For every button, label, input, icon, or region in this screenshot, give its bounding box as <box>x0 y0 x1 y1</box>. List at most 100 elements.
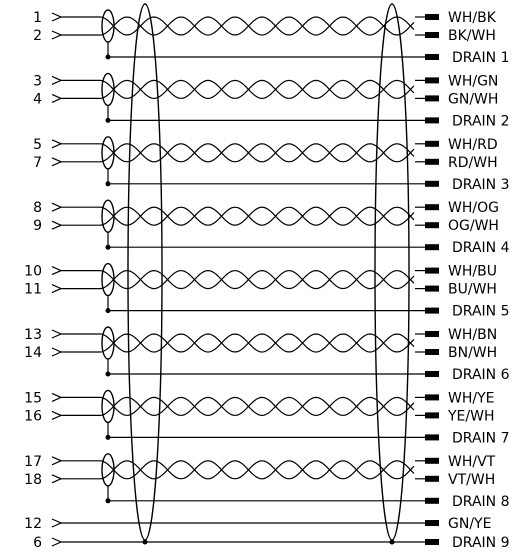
wire-pair: 5 7 WH/RD RD/WH DRAIN 3 <box>33 136 509 193</box>
wire-color-label: WH/OG <box>448 200 499 216</box>
pair-shield-ellipse <box>101 9 115 43</box>
wire-pair: 8 9 WH/OG OG/WH DRAIN 4 <box>33 199 510 256</box>
twisted-wire <box>99 460 415 480</box>
pin-number: 1 <box>33 10 42 26</box>
terminal-block <box>425 497 439 504</box>
pin-number: 15 <box>24 390 42 406</box>
drain-label: DRAIN 2 <box>452 113 509 129</box>
pin-number: 5 <box>33 137 42 153</box>
pin-number: 14 <box>24 345 42 361</box>
twisted-pairs: 1 2 WH/BK BK/WH DRAIN 1 3 4 WH/GN GN/WH DRAIN 2 5 7… <box>24 9 510 510</box>
pin-number: 8 <box>33 200 42 216</box>
connector-chevron-icon <box>51 537 63 547</box>
twisted-wire <box>99 333 415 353</box>
twisted-wire <box>99 79 415 100</box>
pair-shield-ellipse <box>101 72 115 107</box>
twisted-wire <box>99 396 415 417</box>
pair-shield-ellipse <box>101 199 115 233</box>
wire-color-label: OG/WH <box>448 218 499 234</box>
terminal-block <box>425 307 439 314</box>
connector-chevron-icon <box>51 75 63 85</box>
terminal-block <box>425 331 439 337</box>
wire-pair: 10 11 WH/BU BU/WH DRAIN 5 <box>24 262 509 320</box>
wire-color-label: BU/WH <box>448 282 497 298</box>
wire-pair: 17 18 WH/VT VT/WH DRAIN 8 <box>24 453 509 510</box>
shield-drain-dot <box>389 539 395 545</box>
terminal-block <box>425 394 439 401</box>
pin-number: 17 <box>24 454 42 470</box>
pin-number: 9 <box>33 218 42 234</box>
terminal-block <box>425 204 439 211</box>
connector-chevron-icon <box>51 284 63 294</box>
connector-chevron-icon <box>51 93 63 103</box>
connector-chevron-icon <box>51 266 63 276</box>
wire-color-label: DRAIN 9 <box>452 535 509 551</box>
wire-pair: 13 14 WH/BN BN/WH DRAIN 6 <box>24 326 510 383</box>
connector-chevron-icon <box>51 456 63 466</box>
wire-color-label: GN/WH <box>448 91 498 107</box>
twisted-wire <box>99 333 415 353</box>
wire-color-label: WH/BK <box>448 10 497 26</box>
terminal-block <box>425 457 439 464</box>
wire-color-label: RD/WH <box>448 155 498 171</box>
pair-shield-ellipse <box>101 453 115 487</box>
drain-label: DRAIN 7 <box>452 430 509 446</box>
drain-label: DRAIN 1 <box>452 50 509 66</box>
twisted-wire <box>99 460 415 480</box>
connector-chevron-icon <box>51 474 63 484</box>
wire-color-label: WH/GN <box>448 73 498 89</box>
pair-shield-ellipse <box>101 389 115 424</box>
wire-color-label: WH/BU <box>448 264 497 280</box>
connector-chevron-icon <box>51 157 63 167</box>
terminal-block <box>425 244 439 251</box>
twisted-wire <box>99 206 415 226</box>
terminal-block <box>425 520 439 526</box>
terminal-block <box>425 222 439 229</box>
terminal-block <box>425 158 439 165</box>
wire-color-label: WH/RD <box>448 137 498 153</box>
terminal-block <box>425 180 439 187</box>
connector-chevron-icon <box>51 139 63 149</box>
terminal-block <box>425 117 439 124</box>
pin-number: 11 <box>24 282 42 298</box>
pin-number: 13 <box>24 327 42 343</box>
connector-chevron-icon <box>51 12 63 22</box>
terminal-block <box>425 412 439 419</box>
pin-number: 10 <box>24 264 42 280</box>
wire-color-label: WH/YE <box>448 390 494 406</box>
drain-label: DRAIN 4 <box>452 240 510 256</box>
drain-label: DRAIN 8 <box>452 494 509 510</box>
connector-chevron-icon <box>51 518 63 528</box>
wire-color-label: VT/WH <box>448 472 495 488</box>
drain-label: DRAIN 6 <box>452 367 510 383</box>
terminal-block <box>425 285 439 292</box>
terminal-block <box>425 32 439 38</box>
terminal-block <box>425 371 439 377</box>
wire-color-label: BN/WH <box>448 345 497 361</box>
pair-shield-ellipse <box>101 262 115 297</box>
wire-pair: 1 2 WH/BK BK/WH DRAIN 1 <box>33 9 509 66</box>
pair-shield-ellipse <box>101 136 115 170</box>
pin-number: 3 <box>33 73 42 89</box>
connector-chevron-icon <box>51 410 63 420</box>
connector-chevron-icon <box>51 392 63 402</box>
twisted-wire <box>99 16 415 36</box>
twisted-wire <box>99 270 415 290</box>
pin-number: 18 <box>24 472 42 488</box>
connector-chevron-icon <box>51 329 63 339</box>
overall-shield <box>127 3 410 545</box>
wire-color-label: BK/WH <box>448 28 496 44</box>
terminal-block <box>425 475 439 482</box>
wire-color-label: WH/VT <box>448 454 496 470</box>
twisted-wire <box>99 143 415 163</box>
terminal-block <box>425 267 439 274</box>
pin-number: 4 <box>33 91 42 107</box>
terminal-block <box>425 95 439 102</box>
twisted-wire <box>99 269 415 290</box>
drain-label: DRAIN 5 <box>452 304 509 320</box>
terminal-block <box>425 54 439 60</box>
single-wires: 12 GN/YE 6 DRAIN 9 <box>24 516 509 551</box>
single-wire: 6 DRAIN 9 <box>33 535 509 551</box>
terminal-block <box>425 434 439 441</box>
